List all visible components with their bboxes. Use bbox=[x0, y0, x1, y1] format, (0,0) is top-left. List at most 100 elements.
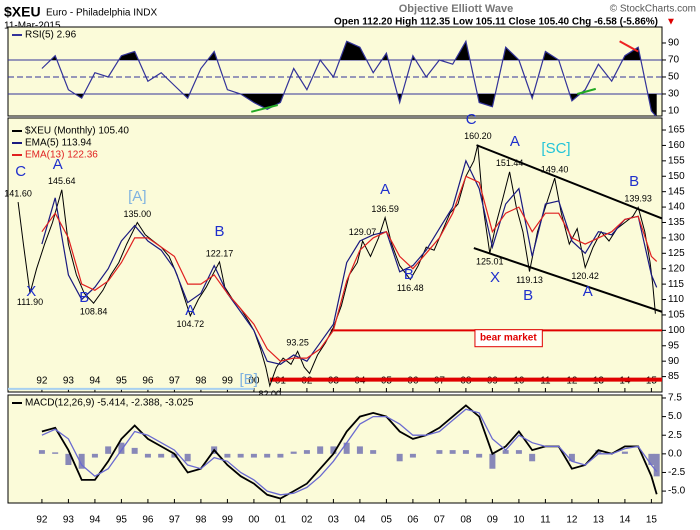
histogram-bar bbox=[184, 453, 191, 462]
x-tick-label: 97 bbox=[169, 376, 181, 387]
x-tick-label: 98 bbox=[195, 515, 207, 526]
signal-line bbox=[41, 408, 658, 496]
y-tick-label: 155 bbox=[668, 155, 685, 166]
macd-line bbox=[41, 404, 658, 500]
y-tick-label: 10 bbox=[668, 106, 680, 117]
histogram-bar bbox=[621, 451, 628, 454]
y-tick-label: 30 bbox=[668, 89, 680, 100]
histogram-bar bbox=[648, 453, 655, 466]
copyright: © StockCharts.com bbox=[610, 4, 696, 15]
histogram-bar bbox=[462, 450, 469, 454]
x-tick-label: 02 bbox=[301, 515, 313, 526]
y-tick-label: 7.5 bbox=[668, 393, 682, 404]
y-tick-label: 120 bbox=[668, 263, 685, 274]
histogram-bar bbox=[105, 446, 112, 454]
x-tick-label: 93 bbox=[63, 376, 75, 387]
wave-label: B bbox=[404, 266, 414, 283]
note-box bbox=[474, 329, 543, 348]
x-tick-label: 01 bbox=[275, 515, 287, 526]
rsi-line bbox=[41, 39, 657, 116]
x-tick-label: 00 bbox=[248, 515, 260, 526]
histogram-bar bbox=[303, 450, 310, 454]
y-tick-label: 70 bbox=[668, 55, 680, 66]
histogram-bar bbox=[237, 453, 244, 458]
wave-label: A bbox=[510, 133, 520, 150]
x-tick-label: 06 bbox=[407, 515, 419, 526]
y-tick-label: 85 bbox=[668, 371, 680, 382]
histogram-bar bbox=[224, 453, 231, 458]
x-tick-label: 12 bbox=[566, 515, 578, 526]
histogram-bar bbox=[144, 453, 151, 458]
x-tick-label: 08 bbox=[460, 515, 472, 526]
histogram-bar bbox=[502, 450, 509, 454]
y-tick-label: 110 bbox=[668, 294, 684, 305]
trendline bbox=[251, 104, 279, 113]
histogram-bar bbox=[476, 453, 483, 458]
x-tick-label: 14 bbox=[619, 515, 631, 526]
wave-label: B bbox=[79, 289, 89, 306]
pivot-label: 129.07 bbox=[349, 227, 377, 237]
histogram-bar bbox=[158, 453, 165, 458]
pivot-label: 82.00 bbox=[259, 389, 282, 399]
y-tick-label: -2.5 bbox=[668, 467, 686, 478]
legend-text: MACD(12,26,9) -5.414, -2.388, -3.025 bbox=[25, 398, 194, 409]
y-tick-label: 90 bbox=[668, 38, 680, 49]
histogram-bar bbox=[171, 453, 178, 458]
pivot-label: 116.48 bbox=[397, 283, 424, 293]
histogram-bar bbox=[330, 446, 337, 454]
x-tick-label: 95 bbox=[116, 376, 128, 387]
wave-label: X bbox=[490, 269, 500, 286]
pivot-label: 160.20 bbox=[464, 131, 492, 141]
wave-label: B bbox=[214, 223, 224, 240]
x-tick-label: 09 bbox=[487, 515, 499, 526]
y-tick-label: 130 bbox=[668, 233, 685, 244]
x-tick-label: 98 bbox=[195, 376, 207, 387]
histogram-bar bbox=[118, 442, 125, 454]
pivot-label: 119.13 bbox=[516, 275, 543, 285]
symbol: $XEU bbox=[4, 4, 41, 20]
wave-label: A bbox=[185, 302, 195, 319]
trendline bbox=[619, 40, 639, 53]
chart-title: Objective Elliott Wave bbox=[399, 3, 514, 15]
pivot-label: 151.44 bbox=[496, 158, 524, 168]
rsi-overbought-fill bbox=[50, 41, 641, 60]
pivot-label: 120.42 bbox=[571, 271, 599, 281]
y-tick-label: 145 bbox=[668, 186, 685, 197]
x-tick-label: 97 bbox=[169, 515, 181, 526]
y-tick-label: 115 bbox=[668, 279, 684, 290]
histogram-bar bbox=[515, 450, 522, 454]
x-tick-label: 13 bbox=[593, 515, 605, 526]
pivot-label: 122.17 bbox=[206, 248, 234, 258]
histogram-bar bbox=[436, 450, 443, 454]
y-tick-label: 90 bbox=[668, 356, 680, 367]
x-tick-label: 92 bbox=[36, 376, 48, 387]
legend-text: EMA(5) 113.94 bbox=[25, 138, 92, 149]
y-tick-label: 165 bbox=[668, 125, 685, 136]
y-tick-label: 50 bbox=[668, 72, 680, 83]
histogram-bar bbox=[52, 452, 59, 454]
x-tick-label: 15 bbox=[646, 515, 658, 526]
y-tick-label: 2.5 bbox=[668, 430, 682, 441]
pivot-label: 108.84 bbox=[80, 306, 108, 316]
x-tick-label: 00 bbox=[248, 376, 260, 387]
histogram-bar bbox=[91, 453, 98, 458]
y-tick-label: 95 bbox=[668, 340, 680, 351]
x-tick-label: 07 bbox=[434, 515, 446, 526]
note-text: bear market bbox=[480, 333, 537, 344]
symbol-name: Euro - Philadelphia INDX bbox=[46, 8, 157, 19]
histogram-bar bbox=[356, 446, 363, 454]
y-tick-label: 135 bbox=[668, 217, 685, 228]
y-tick-label: 105 bbox=[668, 310, 685, 321]
histogram-bar bbox=[343, 442, 350, 454]
y-tick-label: 150 bbox=[668, 171, 685, 182]
histogram-bar bbox=[370, 450, 377, 454]
histogram-bar bbox=[277, 453, 284, 458]
histogram-bar bbox=[317, 446, 324, 454]
x-tick-label: 96 bbox=[142, 515, 154, 526]
wave-label: [SC] bbox=[541, 140, 570, 157]
histogram-bar bbox=[409, 453, 416, 458]
wave-label: C bbox=[15, 163, 26, 180]
histogram-bar bbox=[65, 453, 72, 466]
histogram-bar bbox=[653, 453, 660, 477]
trendline bbox=[476, 144, 662, 220]
